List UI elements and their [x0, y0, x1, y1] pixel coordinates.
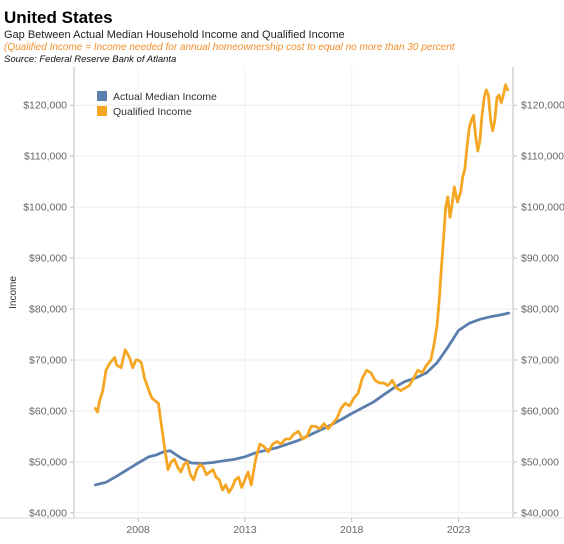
y-tick-label-right: $120,000 — [521, 100, 564, 112]
y-tick-label-right: $110,000 — [521, 151, 564, 163]
y-tick-label-left: $100,000 — [23, 202, 67, 214]
y-tick-label-right: $60,000 — [521, 405, 559, 417]
chart-source: Source: Federal Reserve Bank of Atlanta — [4, 54, 177, 65]
legend-swatch — [97, 106, 107, 116]
y-tick-label-left: $110,000 — [24, 151, 67, 163]
y-tick-label-left: $40,000 — [29, 507, 67, 519]
y-tick-label-right: $70,000 — [521, 355, 559, 367]
y-tick-label-left: $120,000 — [23, 100, 67, 112]
chart-header: United States Gap Between Actual Median … — [4, 8, 560, 66]
chart-title: United States — [4, 8, 113, 27]
y-tick-label-right: $80,000 — [521, 304, 559, 316]
legend-label: Qualified Income — [113, 106, 192, 118]
y-tick-label-right: $50,000 — [521, 456, 559, 468]
x-tick-label: 2018 — [340, 524, 364, 536]
y-tick-label-right: $100,000 — [521, 202, 564, 214]
legend: Actual Median Income Qualified Income — [97, 91, 217, 118]
chart-note: (Qualified Income = Income needed for an… — [4, 42, 455, 53]
y-tick-label-right: $40,000 — [521, 507, 559, 519]
legend-swatch — [97, 91, 107, 101]
chart-subtitle: Gap Between Actual Median Household Inco… — [4, 29, 345, 41]
legend-label: Actual Median Income — [113, 91, 217, 103]
y-tick-label-left: $60,000 — [29, 405, 67, 417]
series-line-qualified-income — [94, 83, 510, 494]
y-tick-label-left: $50,000 — [29, 456, 67, 468]
x-tick-label: 2023 — [447, 524, 471, 536]
series-line-actual-median-income — [94, 311, 511, 487]
y-tick-label-right: $90,000 — [521, 253, 559, 265]
y-axis-title: Income — [8, 276, 19, 309]
y-tick-label-left: $80,000 — [29, 304, 67, 316]
x-tick-label: 2008 — [126, 524, 150, 536]
y-tick-label-left: $90,000 — [29, 253, 67, 265]
x-tick-label: 2013 — [233, 524, 257, 536]
y-tick-label-left: $70,000 — [29, 355, 67, 367]
